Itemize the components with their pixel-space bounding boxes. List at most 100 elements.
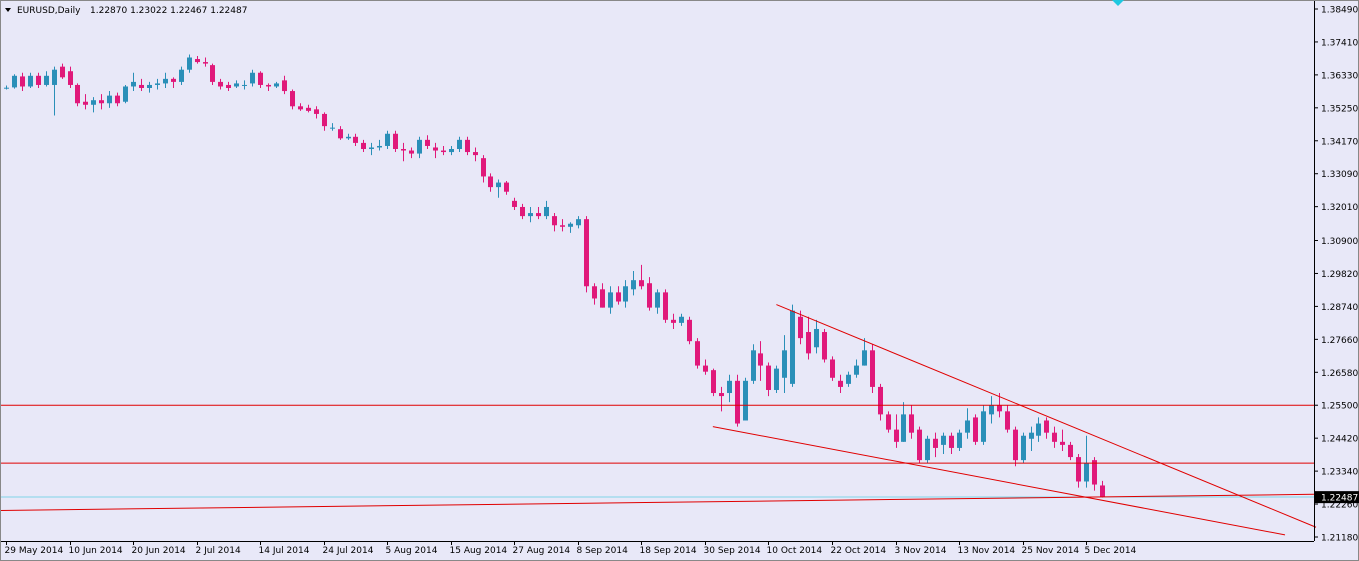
candle (1060, 429, 1065, 451)
bear-candle-body (433, 147, 438, 151)
candle (393, 130, 398, 153)
candle (139, 78, 144, 92)
candle (20, 72, 25, 92)
bear-candle-body (592, 286, 597, 299)
time-tick-label: 13 Nov 2014 (958, 546, 1016, 556)
candle (187, 54, 192, 73)
bear-candle-body (409, 150, 414, 154)
shift-marker-icon[interactable] (1112, 0, 1124, 6)
bear-candle-body (830, 359, 835, 378)
bull-candle-body (1029, 432, 1034, 439)
candle (671, 313, 676, 329)
candle (957, 429, 962, 451)
candle (917, 426, 922, 464)
bear-candle-body (520, 206, 525, 217)
bull-candle-body (457, 139, 462, 150)
bull-candle-body (131, 81, 136, 87)
time-tick-label: 8 Sep 2014 (577, 546, 629, 556)
bear-candle-body (798, 316, 803, 339)
bear-candle-body (314, 109, 319, 114)
candle (504, 181, 509, 195)
symbol-label: EURUSD,Daily (17, 6, 81, 16)
candle (195, 55, 200, 64)
candle (623, 280, 628, 308)
candle (1029, 426, 1034, 451)
time-tick-label: 15 Aug 2014 (450, 546, 508, 556)
bull-candle-body (528, 213, 533, 217)
bear-candle-body (758, 353, 763, 366)
bear-candle-body (1092, 460, 1097, 485)
bear-candle-body (1100, 485, 1105, 498)
bull-candle-body (12, 75, 17, 88)
candle (774, 365, 779, 394)
candle (457, 136, 462, 153)
bear-candle-body (401, 149, 406, 151)
bull-candle-body (234, 83, 239, 87)
candle (306, 104, 311, 113)
bear-candle-body (735, 380, 740, 424)
candle (68, 66, 73, 89)
candle (965, 408, 970, 439)
candle (290, 89, 295, 110)
bull-candle-body (274, 83, 279, 87)
candle (171, 77, 176, 89)
candle (441, 145, 446, 156)
candle (878, 383, 883, 421)
bull-candle-body (28, 75, 33, 87)
lower-trendline[interactable] (712, 426, 1286, 536)
bear-candle-body (584, 219, 589, 287)
bear-candle-body (894, 429, 899, 442)
bull-candle-body (242, 84, 247, 86)
candle (822, 328, 827, 363)
candle (838, 374, 843, 394)
support-trendline[interactable] (0, 493, 1315, 511)
bull-candle-body (187, 57, 192, 70)
candle (703, 359, 708, 375)
candle (52, 66, 57, 116)
bear-candle-body (425, 139, 430, 146)
candle (1076, 454, 1081, 488)
candle (886, 411, 891, 433)
dropdown-triangle-icon[interactable] (5, 8, 11, 12)
price-axis: 1.38490 1.37410 1.36330 1.35250 1.34170 1.330… (1314, 6, 1358, 544)
candle (179, 66, 184, 85)
price-tick-label: 1.36330 (1321, 71, 1358, 81)
time-axis: 29 May 2014 10 Jun 2014 20 Jun 2014 2 Jul 2… (5, 541, 1137, 556)
candle (163, 72, 168, 89)
candle (560, 219, 565, 232)
candle (131, 72, 136, 92)
candle (663, 289, 668, 323)
time-tick-label: 10 Oct 2014 (767, 546, 823, 556)
bull-candle-body (989, 405, 994, 415)
candle (679, 313, 684, 326)
candle (481, 155, 486, 183)
bull-candle-body (846, 374, 851, 384)
ohlc-label: 1.22870 1.23022 1.22467 1.22487 (90, 6, 247, 16)
candle (488, 173, 493, 192)
bull-candle-body (155, 83, 160, 85)
current-price-tag: 1.22487 (1315, 491, 1359, 504)
bear-candle-body (1013, 429, 1018, 461)
bear-candle-body (488, 176, 493, 188)
candle (99, 94, 104, 110)
candle (123, 84, 128, 104)
time-tick-label: 2 Jul 2014 (196, 546, 241, 556)
candle (870, 344, 875, 394)
bull-candle-body (743, 380, 748, 421)
candle (1005, 405, 1010, 433)
candle (234, 80, 239, 89)
bull-candle-body (91, 100, 96, 105)
candle (401, 142, 406, 162)
upper-trendline[interactable] (776, 304, 1317, 528)
bull-candle-body (417, 139, 422, 154)
candle (727, 374, 732, 403)
bear-candle-body (663, 292, 668, 320)
bear-candle-body (997, 405, 1002, 412)
bear-candle-body (1052, 432, 1057, 442)
bull-candle-body (1084, 463, 1089, 482)
bear-candle-body (441, 150, 446, 153)
candle (1100, 480, 1105, 498)
candle (639, 264, 644, 290)
